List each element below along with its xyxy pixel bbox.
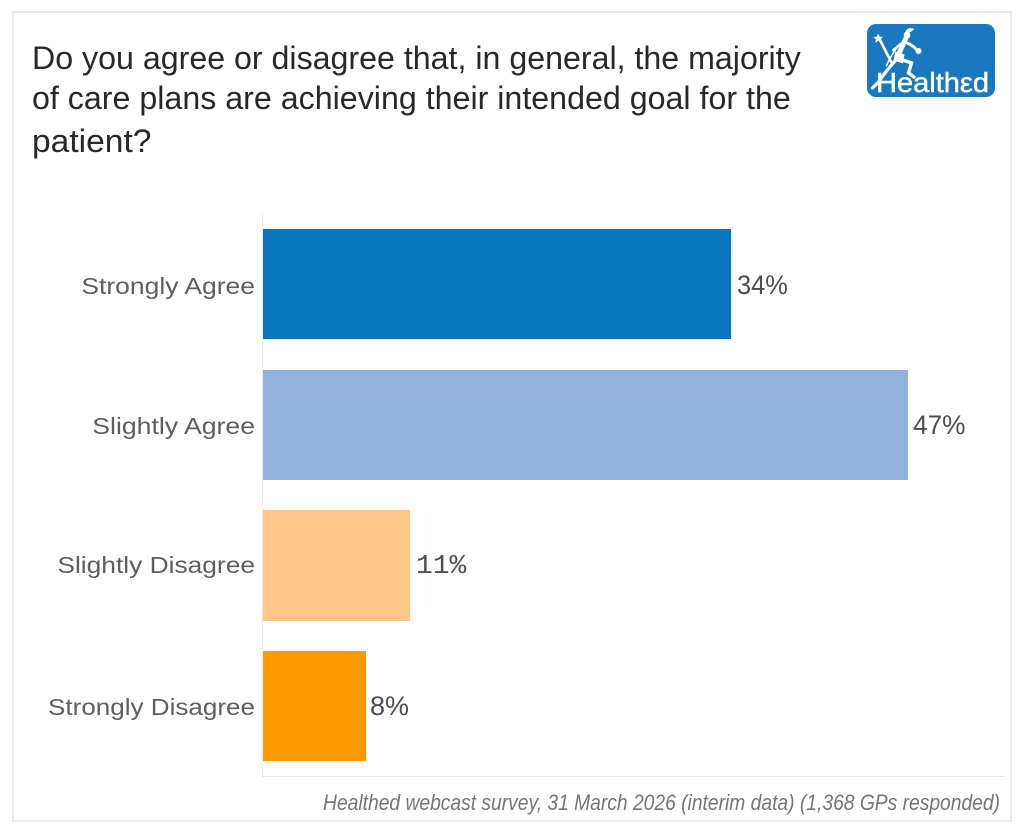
svg-text:Healthεd: Healthεd	[876, 67, 989, 97]
